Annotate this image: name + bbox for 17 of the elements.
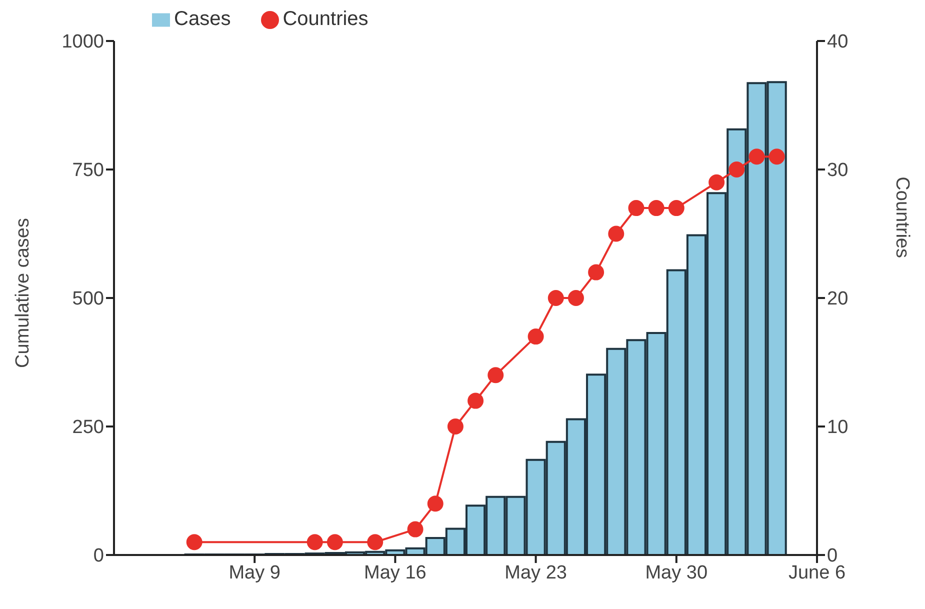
y-tick-label: 250: [72, 417, 104, 438]
y-tick-label: 1000: [62, 32, 104, 53]
y2-tick-label: 20: [827, 288, 848, 310]
x-tick-label: May 9: [228, 562, 280, 584]
y2-tick-label: 30: [827, 160, 848, 182]
legend-label: Cases: [174, 8, 231, 30]
y2-tick-label: 10: [827, 417, 848, 438]
y-tick-label: 0: [93, 546, 104, 567]
y-tick-label: 750: [72, 160, 104, 182]
y2-tick-label: 40: [827, 32, 848, 53]
y-axis-title: Cumulative cases: [12, 218, 34, 368]
y2-axis-title: Countries: [891, 176, 912, 258]
y-tick-label: 500: [72, 288, 104, 310]
x-tick-label: May 16: [364, 562, 426, 584]
x-tick-label: May 23: [504, 562, 567, 584]
x-tick-label: May 30: [645, 562, 708, 584]
legend-label: Countries: [282, 8, 368, 30]
